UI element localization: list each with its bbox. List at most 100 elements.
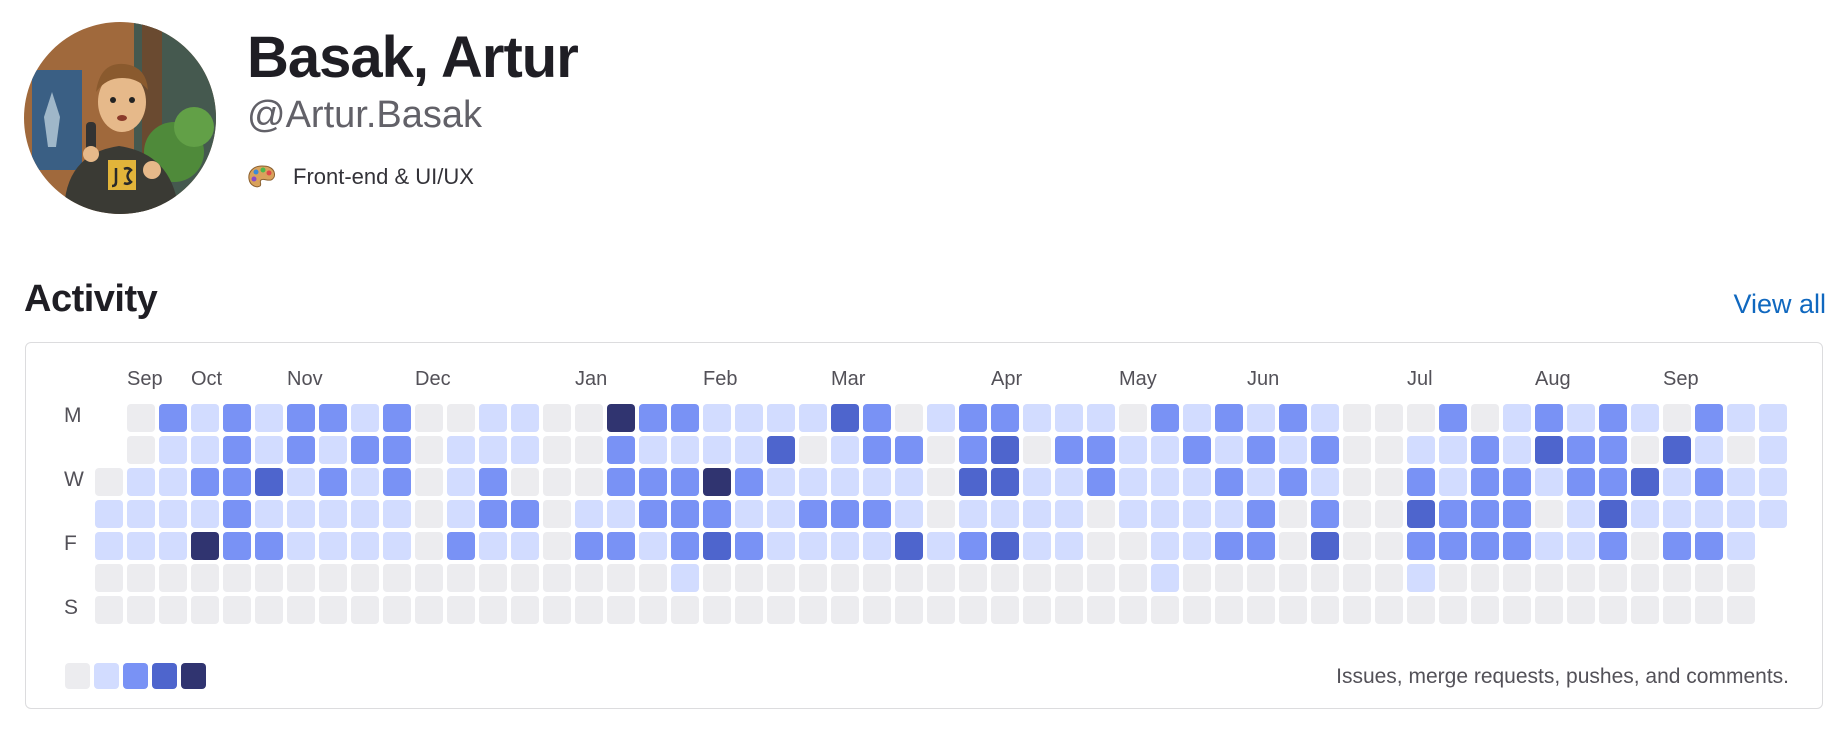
activity-day-cell[interactable]: [511, 468, 539, 496]
activity-day-cell[interactable]: [127, 404, 155, 432]
activity-day-cell[interactable]: [1503, 404, 1531, 432]
activity-day-cell[interactable]: [1439, 436, 1467, 464]
activity-day-cell[interactable]: [255, 500, 283, 528]
activity-day-cell[interactable]: [991, 404, 1019, 432]
activity-day-cell[interactable]: [863, 436, 891, 464]
activity-day-cell[interactable]: [191, 500, 219, 528]
activity-day-cell[interactable]: [1503, 436, 1531, 464]
activity-day-cell[interactable]: [319, 468, 347, 496]
activity-day-cell[interactable]: [351, 564, 379, 592]
activity-day-cell[interactable]: [1375, 532, 1403, 560]
activity-day-cell[interactable]: [1471, 596, 1499, 624]
avatar[interactable]: [24, 22, 216, 214]
activity-day-cell[interactable]: [1535, 564, 1563, 592]
activity-day-cell[interactable]: [991, 564, 1019, 592]
activity-day-cell[interactable]: [863, 564, 891, 592]
activity-day-cell[interactable]: [383, 532, 411, 560]
activity-day-cell[interactable]: [1375, 404, 1403, 432]
activity-day-cell[interactable]: [1407, 500, 1435, 528]
activity-day-cell[interactable]: [1343, 596, 1371, 624]
activity-day-cell[interactable]: [1311, 500, 1339, 528]
activity-day-cell[interactable]: [1215, 436, 1243, 464]
activity-day-cell[interactable]: [575, 500, 603, 528]
activity-day-cell[interactable]: [159, 532, 187, 560]
activity-day-cell[interactable]: [1055, 564, 1083, 592]
activity-day-cell[interactable]: [351, 532, 379, 560]
activity-day-cell[interactable]: [1311, 564, 1339, 592]
activity-day-cell[interactable]: [1023, 468, 1051, 496]
activity-day-cell[interactable]: [447, 564, 475, 592]
activity-day-cell[interactable]: [1503, 564, 1531, 592]
activity-day-cell[interactable]: [511, 596, 539, 624]
activity-day-cell[interactable]: [639, 436, 667, 464]
activity-day-cell[interactable]: [1247, 468, 1275, 496]
activity-day-cell[interactable]: [639, 596, 667, 624]
activity-day-cell[interactable]: [511, 564, 539, 592]
activity-day-cell[interactable]: [703, 532, 731, 560]
activity-day-cell[interactable]: [1151, 532, 1179, 560]
activity-day-cell[interactable]: [415, 436, 443, 464]
activity-day-cell[interactable]: [287, 564, 315, 592]
activity-day-cell[interactable]: [959, 532, 987, 560]
activity-day-cell[interactable]: [191, 404, 219, 432]
activity-day-cell[interactable]: [351, 596, 379, 624]
activity-day-cell[interactable]: [671, 436, 699, 464]
activity-day-cell[interactable]: [1599, 532, 1627, 560]
activity-day-cell[interactable]: [1311, 532, 1339, 560]
activity-day-cell[interactable]: [1567, 564, 1595, 592]
activity-day-cell[interactable]: [1087, 436, 1115, 464]
activity-day-cell[interactable]: [447, 468, 475, 496]
activity-day-cell[interactable]: [991, 436, 1019, 464]
activity-day-cell[interactable]: [1343, 532, 1371, 560]
activity-day-cell[interactable]: [1247, 500, 1275, 528]
activity-day-cell[interactable]: [287, 596, 315, 624]
activity-day-cell[interactable]: [1695, 596, 1723, 624]
activity-day-cell[interactable]: [767, 436, 795, 464]
activity-day-cell[interactable]: [575, 436, 603, 464]
activity-day-cell[interactable]: [319, 436, 347, 464]
activity-day-cell[interactable]: [1567, 468, 1595, 496]
activity-day-cell[interactable]: [1663, 468, 1691, 496]
activity-day-cell[interactable]: [223, 404, 251, 432]
activity-day-cell[interactable]: [415, 564, 443, 592]
activity-day-cell[interactable]: [1087, 404, 1115, 432]
activity-day-cell[interactable]: [927, 436, 955, 464]
activity-day-cell[interactable]: [767, 500, 795, 528]
activity-day-cell[interactable]: [1695, 468, 1723, 496]
activity-day-cell[interactable]: [1407, 596, 1435, 624]
activity-day-cell[interactable]: [1567, 404, 1595, 432]
activity-day-cell[interactable]: [863, 532, 891, 560]
activity-day-cell[interactable]: [447, 596, 475, 624]
activity-day-cell[interactable]: [127, 500, 155, 528]
activity-day-cell[interactable]: [415, 596, 443, 624]
activity-day-cell[interactable]: [927, 564, 955, 592]
activity-day-cell[interactable]: [1599, 500, 1627, 528]
activity-day-cell[interactable]: [383, 404, 411, 432]
activity-day-cell[interactable]: [543, 404, 571, 432]
activity-day-cell[interactable]: [95, 564, 123, 592]
activity-day-cell[interactable]: [1439, 564, 1467, 592]
activity-day-cell[interactable]: [1535, 404, 1563, 432]
activity-day-cell[interactable]: [351, 468, 379, 496]
activity-day-cell[interactable]: [1759, 404, 1787, 432]
activity-day-cell[interactable]: [1599, 436, 1627, 464]
activity-day-cell[interactable]: [1695, 404, 1723, 432]
activity-day-cell[interactable]: [703, 500, 731, 528]
activity-day-cell[interactable]: [799, 404, 827, 432]
activity-day-cell[interactable]: [287, 436, 315, 464]
activity-day-cell[interactable]: [639, 500, 667, 528]
activity-day-cell[interactable]: [831, 468, 859, 496]
activity-day-cell[interactable]: [1727, 404, 1755, 432]
activity-day-cell[interactable]: [511, 404, 539, 432]
activity-day-cell[interactable]: [1023, 532, 1051, 560]
activity-day-cell[interactable]: [1535, 532, 1563, 560]
activity-day-cell[interactable]: [895, 564, 923, 592]
activity-day-cell[interactable]: [1439, 404, 1467, 432]
activity-day-cell[interactable]: [1215, 404, 1243, 432]
activity-day-cell[interactable]: [1343, 404, 1371, 432]
activity-day-cell[interactable]: [1759, 500, 1787, 528]
activity-day-cell[interactable]: [319, 404, 347, 432]
activity-day-cell[interactable]: [223, 532, 251, 560]
activity-day-cell[interactable]: [735, 500, 763, 528]
activity-day-cell[interactable]: [767, 468, 795, 496]
